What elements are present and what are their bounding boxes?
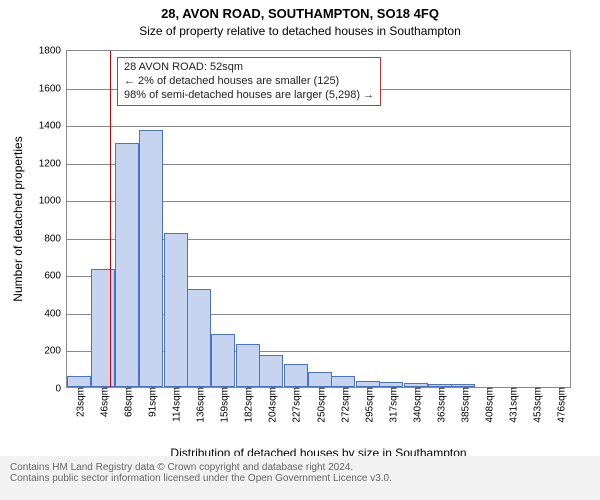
x-tick-label: 250sqm <box>312 387 327 423</box>
footer-line-2: Contains public sector information licen… <box>10 473 590 484</box>
figure-title: 28, AVON ROAD, SOUTHAMPTON, SO18 4FQ <box>0 6 600 21</box>
x-tick-label: 453sqm <box>528 387 543 423</box>
histogram-bar <box>236 344 260 387</box>
y-tick-label: 1600 <box>39 83 67 94</box>
x-tick-label: 204sqm <box>264 387 279 423</box>
x-tick-label: 91sqm <box>144 387 159 417</box>
reference-line <box>110 51 111 387</box>
x-tick-label: 114sqm <box>168 387 183 422</box>
x-tick-label: 317sqm <box>384 387 399 423</box>
x-tick-label: 431sqm <box>504 387 519 423</box>
y-tick-label: 1800 <box>39 46 67 57</box>
histogram-bar <box>139 130 163 387</box>
annotation-line: 28 AVON ROAD: 52sqm <box>124 61 374 75</box>
y-tick-label: 0 <box>55 384 67 395</box>
x-tick-label: 182sqm <box>240 387 255 423</box>
figure: 28, AVON ROAD, SOUTHAMPTON, SO18 4FQ Siz… <box>0 0 600 500</box>
y-tick-label: 1400 <box>39 121 67 132</box>
annotation-line: ← 2% of detached houses are smaller (125… <box>124 75 374 89</box>
x-tick-label: 46sqm <box>96 387 111 417</box>
x-tick-label: 272sqm <box>336 387 351 423</box>
attribution-footer: Contains HM Land Registry data © Crown c… <box>0 456 600 500</box>
y-tick-label: 1000 <box>39 196 67 207</box>
x-tick-label: 363sqm <box>432 387 447 423</box>
footer-line-1: Contains HM Land Registry data © Crown c… <box>10 462 590 473</box>
x-tick-label: 476sqm <box>552 387 567 423</box>
y-tick-label: 400 <box>44 308 67 319</box>
x-tick-label: 227sqm <box>288 387 303 423</box>
y-tick-label: 1200 <box>39 158 67 169</box>
histogram-bar <box>211 334 235 387</box>
x-tick-label: 159sqm <box>216 387 231 423</box>
histogram-bar <box>67 376 91 387</box>
x-tick-label: 23sqm <box>72 387 87 417</box>
x-tick-label: 136sqm <box>192 387 207 423</box>
y-tick-label: 600 <box>44 271 67 282</box>
y-tick-label: 800 <box>44 233 67 244</box>
histogram-bar <box>115 143 139 387</box>
plot-area: 02004006008001000120014001600180023sqm46… <box>66 50 571 388</box>
histogram-bar <box>259 355 283 387</box>
plot-frame: 02004006008001000120014001600180023sqm46… <box>66 50 571 388</box>
histogram-bar <box>187 289 211 387</box>
y-tick-label: 200 <box>44 346 67 357</box>
histogram-bar <box>308 372 332 387</box>
x-tick-label: 408sqm <box>480 387 495 423</box>
x-tick-label: 295sqm <box>360 387 375 423</box>
annotation-box: 28 AVON ROAD: 52sqm← 2% of detached hous… <box>117 57 381 106</box>
histogram-bar <box>284 364 308 387</box>
histogram-bar <box>91 269 115 387</box>
y-gridline <box>67 126 570 127</box>
annotation-line: 98% of semi-detached houses are larger (… <box>124 89 374 103</box>
figure-subtitle: Size of property relative to detached ho… <box>0 24 600 38</box>
x-tick-label: 340sqm <box>408 387 423 423</box>
x-tick-label: 385sqm <box>456 387 471 423</box>
histogram-bar <box>164 233 188 387</box>
histogram-bar <box>331 376 355 387</box>
x-tick-label: 68sqm <box>120 387 135 417</box>
y-axis-title: Number of detached properties <box>11 136 25 301</box>
